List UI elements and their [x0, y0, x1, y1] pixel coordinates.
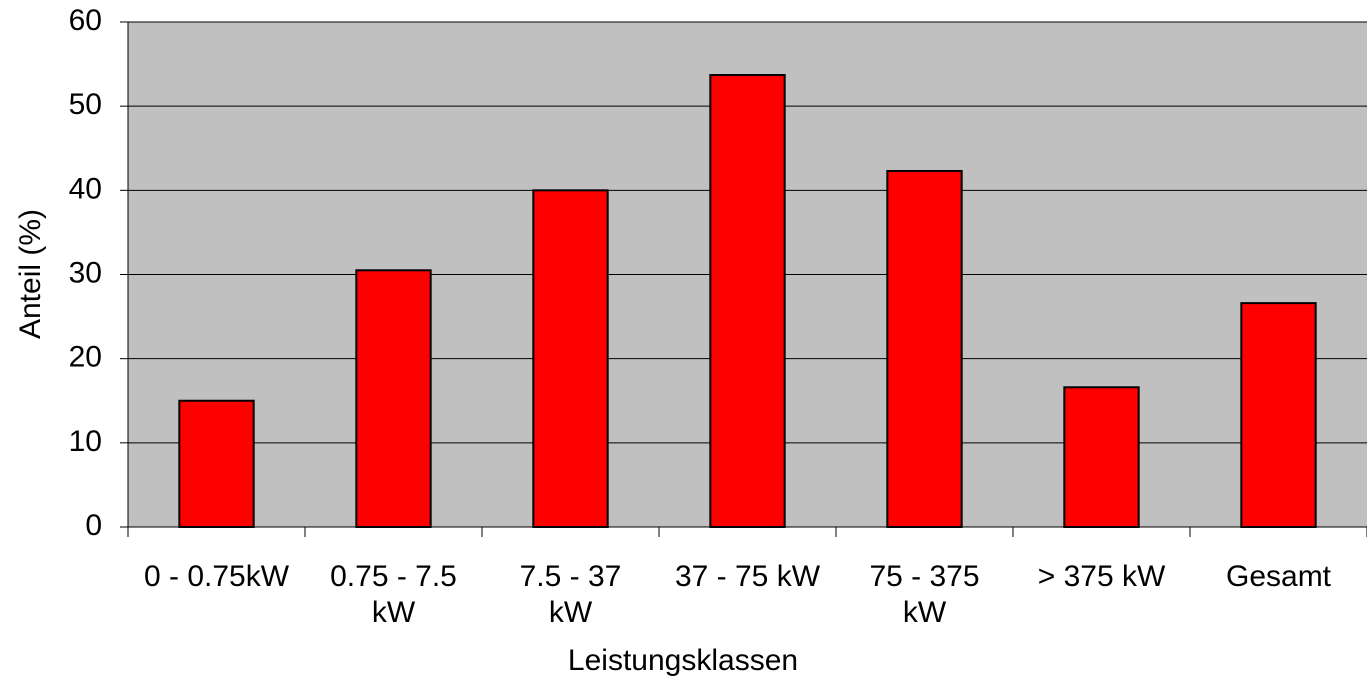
bar: [532, 189, 609, 528]
x-tick-label-box: 75 - 375 kW: [869, 560, 980, 629]
bar: [886, 169, 963, 528]
y-tick-label: 40: [69, 172, 102, 205]
y-axis-label: Anteil (%): [14, 209, 47, 339]
x-tick-label: 37 - 75 kW: [674, 560, 821, 593]
x-tick-label: > 375 kW: [1037, 560, 1166, 593]
y-tick-label: 50: [69, 88, 102, 121]
x-tick-label: 7.5 - 37 kW: [519, 560, 622, 629]
y-tick-label: 10: [69, 425, 102, 458]
bar: [178, 399, 255, 528]
x-tick-label: 0.75 - 7.5 kW: [330, 560, 457, 629]
y-tick-label: 30: [69, 256, 102, 289]
x-tick-label-box: Gesamt: [1225, 560, 1332, 593]
y-tick-label: 0: [85, 509, 102, 542]
x-axis-label: Leistungsklassen: [568, 644, 798, 677]
bar: [709, 74, 786, 529]
x-tick-label-box: 37 - 75 kW: [674, 560, 821, 593]
x-tick-label: 75 - 375 kW: [869, 560, 980, 629]
x-tick-label: Gesamt: [1225, 560, 1332, 593]
bar: [1063, 386, 1140, 528]
x-tick-label: 0 - 0.75kW: [143, 560, 290, 593]
bar: [355, 269, 432, 528]
y-tick-label: 20: [69, 341, 102, 374]
x-tick-label-box: 0 - 0.75kW: [143, 560, 290, 593]
y-tick-label: 60: [69, 4, 102, 37]
x-tick-label-box: 0.75 - 7.5 kW: [330, 560, 457, 629]
bar: [1240, 302, 1317, 528]
x-tick-label-box: 7.5 - 37 kW: [519, 560, 622, 629]
x-tick-label-box: > 375 kW: [1037, 560, 1166, 593]
